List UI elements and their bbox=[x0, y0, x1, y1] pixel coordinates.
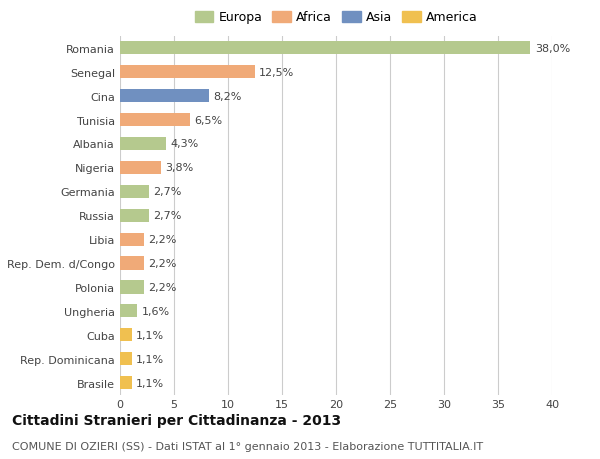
Bar bbox=[120, 281, 144, 294]
Text: 1,1%: 1,1% bbox=[136, 330, 164, 340]
Text: 1,1%: 1,1% bbox=[136, 378, 164, 388]
Text: 12,5%: 12,5% bbox=[259, 67, 295, 78]
Text: 3,8%: 3,8% bbox=[166, 163, 194, 173]
Bar bbox=[120, 257, 144, 270]
Bar bbox=[120, 162, 161, 174]
Text: 2,7%: 2,7% bbox=[154, 211, 182, 221]
Legend: Europa, Africa, Asia, America: Europa, Africa, Asia, America bbox=[192, 9, 480, 27]
Text: 6,5%: 6,5% bbox=[194, 115, 223, 125]
Text: 2,2%: 2,2% bbox=[148, 282, 176, 292]
Bar bbox=[120, 376, 132, 389]
Bar bbox=[120, 185, 149, 198]
Text: 2,2%: 2,2% bbox=[148, 258, 176, 269]
Bar bbox=[120, 42, 530, 55]
Bar bbox=[120, 90, 209, 103]
Text: COMUNE DI OZIERI (SS) - Dati ISTAT al 1° gennaio 2013 - Elaborazione TUTTITALIA.: COMUNE DI OZIERI (SS) - Dati ISTAT al 1°… bbox=[12, 441, 483, 451]
Text: 4,3%: 4,3% bbox=[171, 139, 199, 149]
Text: 1,1%: 1,1% bbox=[136, 354, 164, 364]
Bar bbox=[120, 353, 132, 365]
Text: 1,6%: 1,6% bbox=[142, 306, 170, 316]
Bar bbox=[120, 209, 149, 222]
Bar bbox=[120, 329, 132, 341]
Bar bbox=[120, 138, 166, 151]
Text: 8,2%: 8,2% bbox=[213, 91, 241, 101]
Text: 38,0%: 38,0% bbox=[535, 44, 570, 54]
Bar bbox=[120, 114, 190, 127]
Bar bbox=[120, 305, 137, 318]
Text: Cittadini Stranieri per Cittadinanza - 2013: Cittadini Stranieri per Cittadinanza - 2… bbox=[12, 413, 341, 427]
Text: 2,2%: 2,2% bbox=[148, 235, 176, 245]
Bar bbox=[120, 66, 255, 79]
Text: 2,7%: 2,7% bbox=[154, 187, 182, 197]
Bar bbox=[120, 233, 144, 246]
